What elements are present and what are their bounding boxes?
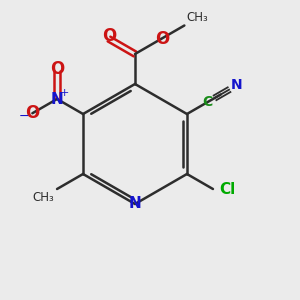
Text: CH₃: CH₃: [32, 191, 54, 204]
Text: N: N: [230, 79, 242, 92]
Text: +: +: [60, 88, 69, 98]
Text: −: −: [19, 110, 29, 123]
Text: N: N: [129, 196, 141, 211]
Text: C: C: [202, 95, 213, 109]
Text: O: O: [102, 27, 116, 45]
Text: CH₃: CH₃: [187, 11, 208, 24]
Text: Cl: Cl: [220, 182, 236, 196]
Text: O: O: [50, 60, 64, 78]
Text: O: O: [25, 104, 40, 122]
Text: N: N: [51, 92, 63, 106]
Text: O: O: [155, 30, 170, 48]
